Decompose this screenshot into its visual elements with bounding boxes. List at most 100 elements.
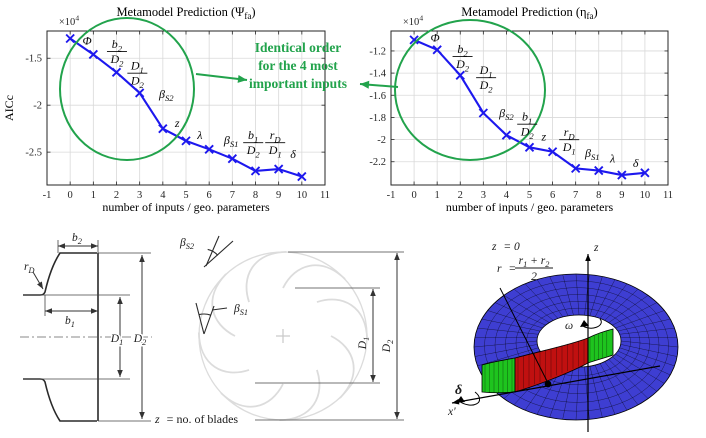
svg-text:rD: rD xyxy=(270,128,282,144)
svg-text:Φ: Φ xyxy=(83,33,92,47)
svg-text:6: 6 xyxy=(550,190,555,201)
label-d1: D1 xyxy=(110,333,123,347)
svg-text:D1: D1 xyxy=(268,143,282,159)
svg-text:-2.5: -2.5 xyxy=(25,148,42,159)
blade-tip-right xyxy=(587,328,614,364)
svg-text:-1.6: -1.6 xyxy=(369,91,386,102)
svg-text:-1.5: -1.5 xyxy=(25,54,42,65)
svg-text:D1: D1 xyxy=(130,59,144,75)
x-axis-label: number of inputs / geo. parameters xyxy=(102,200,270,214)
svg-text:4: 4 xyxy=(504,190,510,201)
svg-text:D1: D1 xyxy=(562,140,576,156)
svg-text:10: 10 xyxy=(640,190,651,201)
svg-text:z: z xyxy=(540,129,546,143)
x-axis-label: number of inputs / geo. parameters xyxy=(446,200,614,214)
y-exponent-label: ×104 xyxy=(403,14,423,29)
svg-text:Φ: Φ xyxy=(431,31,440,45)
annotation-line-3: important inputs xyxy=(249,76,347,91)
chart-aicc-psi-fa: -1 0 1 2 3 4 5 6 7 8 9 10 11 -2.5 -2 -1.5 Metamodel Pred… xyxy=(2,5,330,214)
arrowhead xyxy=(91,308,98,314)
svg-text:βS2: βS2 xyxy=(158,87,174,103)
svg-text:2: 2 xyxy=(458,190,463,201)
center-cross-icon xyxy=(276,329,290,343)
svg-text:λ: λ xyxy=(196,128,202,142)
svg-text:0: 0 xyxy=(411,190,416,201)
data-series-markers xyxy=(65,33,307,182)
grid xyxy=(390,31,669,185)
svg-text:D2: D2 xyxy=(455,57,470,73)
axis-ticks xyxy=(46,31,326,185)
annotation-line-1: Identical order xyxy=(254,40,342,55)
arrowhead xyxy=(394,412,400,419)
svg-text:rD: rD xyxy=(564,125,576,141)
svg-text:δ: δ xyxy=(633,156,639,170)
svg-text:7: 7 xyxy=(573,190,578,201)
arrowhead xyxy=(360,80,370,89)
svg-text:b2: b2 xyxy=(112,37,123,53)
svg-text:1: 1 xyxy=(435,190,440,201)
highlight-ellipse xyxy=(394,19,546,161)
radius-formula: r = r1 + r2 2 xyxy=(497,255,553,283)
x-prime-axis-label: x' xyxy=(447,406,456,418)
omega-label: ω xyxy=(565,320,573,332)
radius-pointer-line xyxy=(499,287,549,384)
arrowhead xyxy=(91,243,98,249)
svg-text:βS2: βS2 xyxy=(498,106,514,122)
annotation-line-2: for the 4 most xyxy=(258,58,338,73)
svg-text:D2: D2 xyxy=(520,125,535,141)
highlight-ellipse xyxy=(59,17,195,161)
svg-text:4: 4 xyxy=(160,190,166,201)
svg-text:11: 11 xyxy=(663,190,673,201)
blade-set xyxy=(197,250,369,422)
label-b1: b1 xyxy=(65,315,75,329)
svg-text:9: 9 xyxy=(276,190,281,201)
svg-text:6: 6 xyxy=(207,190,212,201)
arrowhead xyxy=(370,289,376,296)
svg-text:5: 5 xyxy=(527,190,532,201)
svg-text:8: 8 xyxy=(596,190,601,201)
arrowhead xyxy=(58,243,65,249)
svg-text:D1: D1 xyxy=(479,63,493,79)
label-b2: b2 xyxy=(72,232,82,246)
svg-text:-2.2: -2.2 xyxy=(369,157,386,168)
impeller-cross-section: b2 rD b1 D1 D2 xyxy=(20,232,152,422)
chart-title: Metamodel Prediction (ηfa) xyxy=(461,5,597,21)
label-d2: D2 xyxy=(133,333,146,347)
blade-hatch-lines xyxy=(484,331,608,393)
svg-text:5: 5 xyxy=(183,190,188,201)
label-beta-s1: βS1 xyxy=(233,303,248,317)
svg-text:-1.8: -1.8 xyxy=(369,113,386,124)
arrowhead xyxy=(370,375,376,382)
label-rd: rD xyxy=(24,261,34,275)
svg-text:2: 2 xyxy=(114,190,119,201)
svg-text:D2: D2 xyxy=(109,52,124,68)
z-axis-label: z xyxy=(593,242,599,254)
impeller-front-view: βS2 βS1 D2 D1 z = no. of blades xyxy=(154,235,404,426)
data-series-markers xyxy=(409,35,650,180)
arrowhead xyxy=(139,412,145,419)
blade-fin xyxy=(481,328,614,394)
radius-formula-numerator: r1 + r2 xyxy=(519,255,550,269)
arrowhead xyxy=(45,308,52,314)
arrowhead xyxy=(237,74,247,83)
svg-text:8: 8 xyxy=(253,190,258,201)
svg-text:D2: D2 xyxy=(479,78,494,94)
front-label-d1: D1 xyxy=(357,337,371,350)
evaluation-point-dot xyxy=(544,380,552,388)
radius-formula-denominator: 2 xyxy=(531,271,537,283)
svg-text:b2: b2 xyxy=(457,42,468,58)
geometry-diagrams: b2 rD b1 D1 D2 βS2 xyxy=(20,232,679,432)
svg-text:10: 10 xyxy=(297,190,308,201)
label-z-blades: z = no. of blades xyxy=(154,412,238,426)
chart-aicc-eta-fa: -1 0 1 2 3 4 5 6 7 8 9 10 11 -2.2 -2 -1.8 -1.6 -1.4 -1.2 Me… xyxy=(359,5,673,214)
svg-text:-1.4: -1.4 xyxy=(369,69,386,80)
arrowhead xyxy=(37,281,43,289)
x-prime-axis-line xyxy=(451,365,661,404)
beta-s1-angle-symbol xyxy=(195,302,228,335)
svg-text:3: 3 xyxy=(137,190,142,201)
svg-text:b1: b1 xyxy=(248,128,258,144)
omega-arrowhead xyxy=(580,320,589,327)
z-zero-label: z = 0 xyxy=(491,241,520,253)
